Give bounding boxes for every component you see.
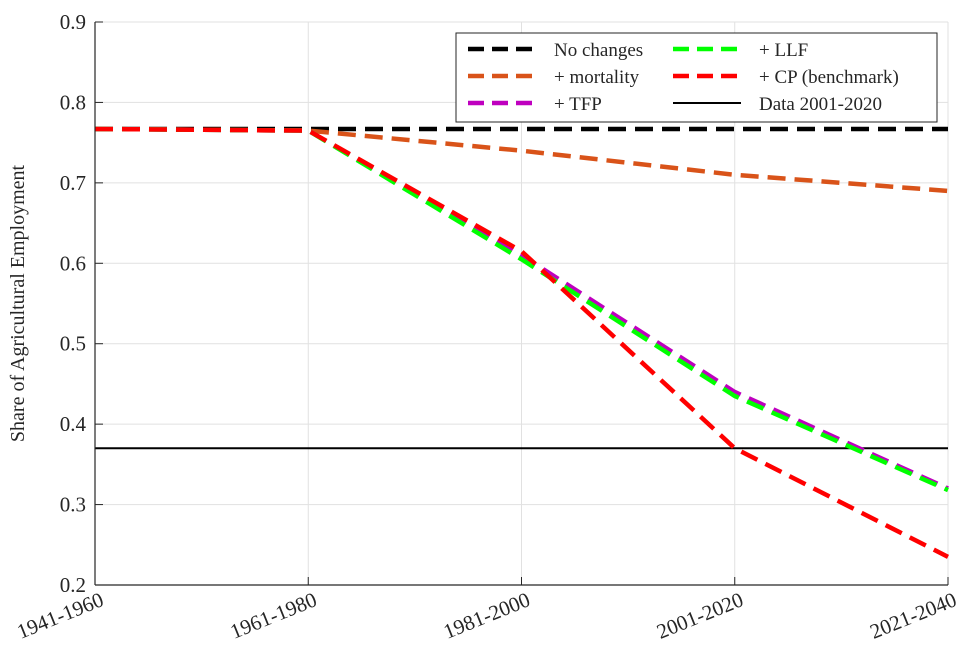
legend-label-5: Data 2001-2020: [759, 94, 882, 115]
y-tick-label: 0.2: [60, 573, 86, 597]
y-tick-label: 0.5: [60, 332, 86, 356]
y-tick-label: 0.6: [60, 251, 86, 275]
y-axis-label: Share of Agricultural Employment: [7, 164, 29, 442]
legend: No changes + LLF + mortality + CP (benchmar…: [455, 32, 938, 123]
series-line-4: [94, 126, 950, 559]
y-tick-label: 0.9: [60, 10, 86, 34]
legend-label-4: + CP (benchmark): [759, 67, 899, 88]
y-tick-label: 0.3: [60, 493, 86, 517]
y-tick-label: 0.7: [60, 171, 86, 195]
legend-label-3: + LLF: [759, 40, 808, 61]
legend-box: [455, 32, 938, 123]
x-tick-label: 1961-1980: [227, 587, 320, 643]
x-tick-label: 1981-2000: [440, 587, 533, 643]
legend-label-0: No changes: [554, 40, 643, 61]
y-tick-label: 0.8: [60, 90, 86, 114]
y-tick-label: 0.4: [60, 412, 87, 436]
legend-label-2: + TFP: [554, 94, 602, 115]
series-layer: [94, 126, 950, 559]
x-tick-label: 2001-2020: [653, 587, 746, 643]
x-tick-label: 2021-2040: [867, 587, 957, 643]
legend-label-1: + mortality: [554, 67, 640, 88]
